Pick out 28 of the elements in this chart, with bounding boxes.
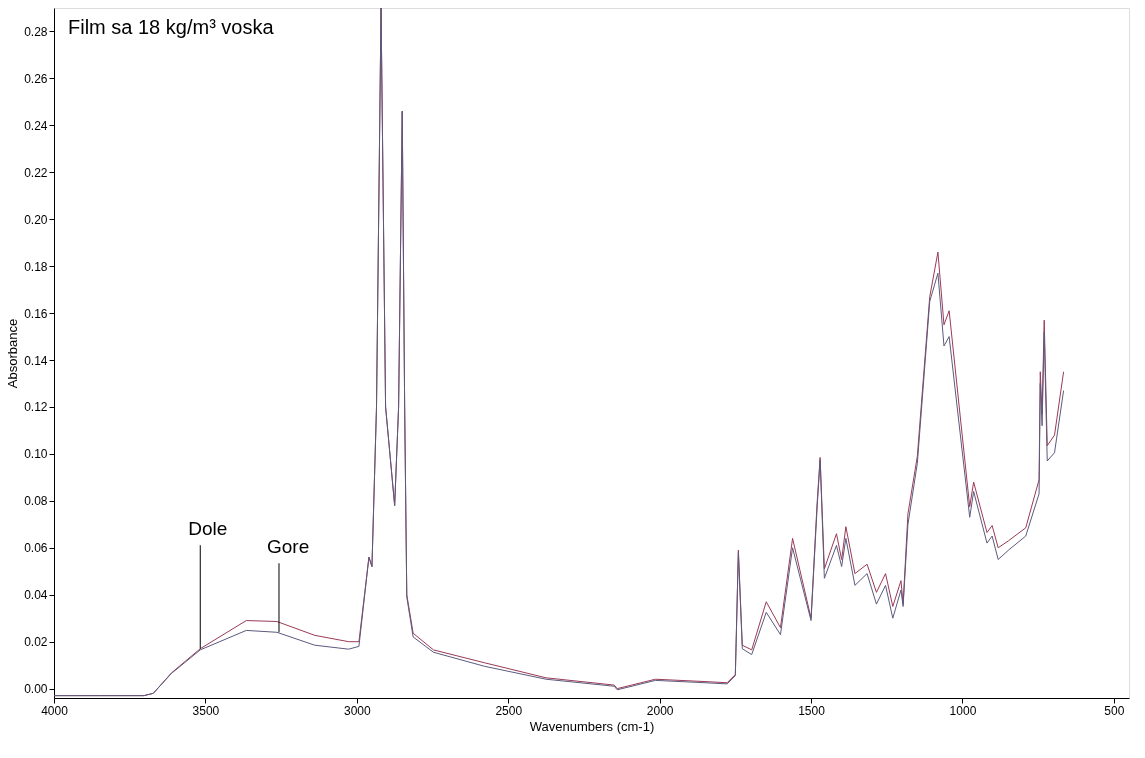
y-axis-title: Absorbance: [5, 318, 21, 389]
y-tick-label: 0.22: [24, 165, 48, 180]
x-tick-label: 500: [1104, 703, 1125, 718]
y-tick-label: 0.02: [24, 635, 48, 650]
x-tick-label: 3500: [192, 703, 220, 718]
y-tick-label: 0.06: [24, 541, 48, 556]
y-tick-label: 0.28: [24, 24, 48, 39]
y-tick-label: 0.10: [24, 447, 48, 462]
x-tick-label: 1000: [949, 703, 977, 718]
x-tick-label: 4000: [41, 703, 69, 718]
y-tick-label: 0.08: [24, 494, 48, 509]
chart-title: Film sa 18 kg/m³ voska: [68, 16, 275, 38]
y-tick-label: 0.12: [24, 400, 48, 415]
annotation: Dole: [188, 518, 228, 540]
y-tick-label: 0.24: [24, 118, 48, 133]
y-tick-label: 0.16: [24, 306, 48, 321]
y-tick-label: 0.26: [24, 71, 48, 86]
y-tick-label: 0.20: [24, 212, 48, 227]
y-tick-label: 0.00: [24, 682, 48, 697]
x-tick-label: 1500: [798, 703, 826, 718]
x-axis-title: Wavenumbers (cm-1): [529, 718, 655, 734]
x-tick-label: 2000: [646, 703, 674, 718]
y-tick-label: 0.18: [24, 259, 48, 274]
annotation: Gore: [266, 536, 310, 558]
y-tick-label: 0.14: [24, 353, 48, 368]
y-tick-label: 0.04: [24, 588, 48, 603]
x-tick-label: 3000: [343, 703, 371, 718]
x-tick-label: 2500: [495, 703, 523, 718]
